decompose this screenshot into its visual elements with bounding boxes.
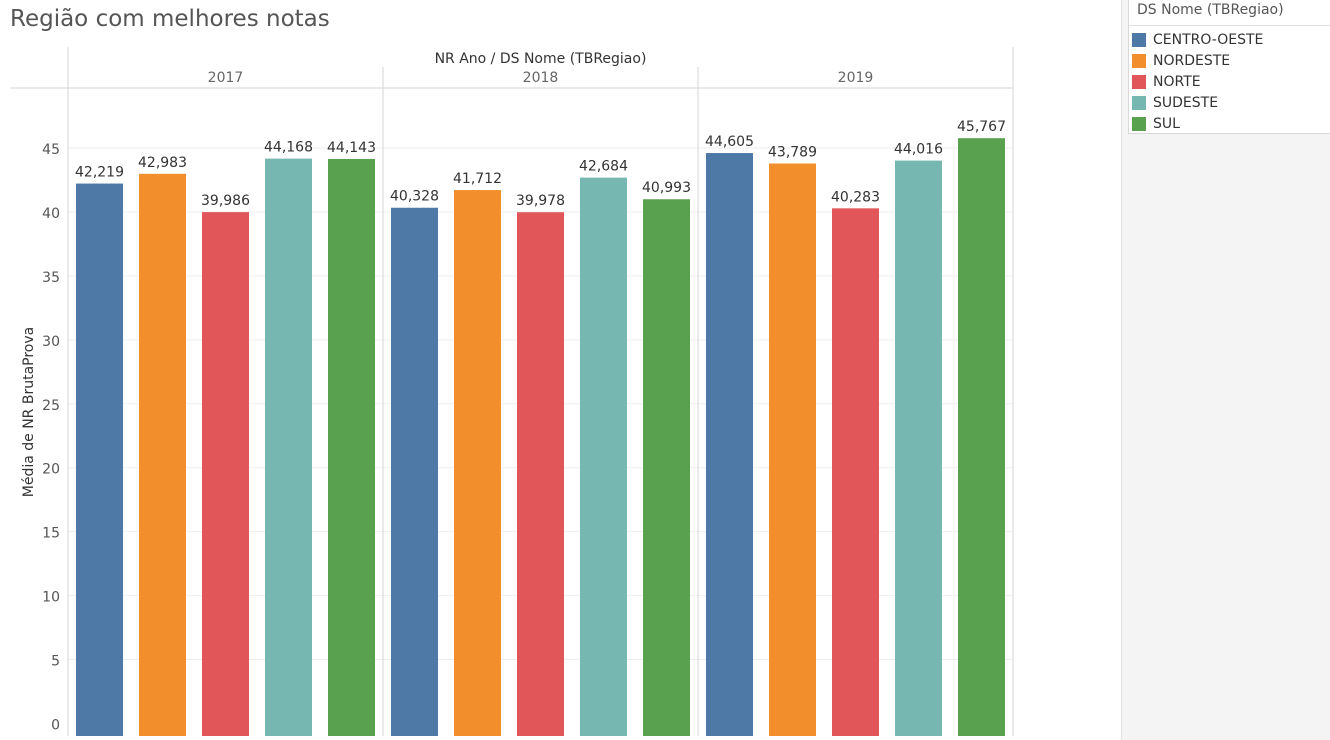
- data-label: 44,168: [264, 140, 313, 156]
- legend-item-sul[interactable]: SUL: [1132, 113, 1263, 134]
- year-label: 2019: [838, 70, 874, 86]
- data-label: 44,143: [327, 140, 376, 156]
- legend-title: DS Nome (TBRegiao): [1137, 2, 1284, 18]
- legend-item-nordeste[interactable]: NORDESTE: [1132, 50, 1263, 71]
- y-tick-label: 0: [51, 718, 60, 734]
- data-label: 40,283: [831, 189, 880, 205]
- data-label: 45,767: [957, 119, 1006, 135]
- legend-item-norte[interactable]: NORTE: [1132, 71, 1263, 92]
- data-label: 42,983: [138, 155, 187, 171]
- bar-chart: NR Ano / DS Nome (TBRegiao) 2017 2018 2019 0…: [10, 47, 1014, 737]
- column-header: NR Ano / DS Nome (TBRegiao): [435, 51, 647, 67]
- bar: [580, 177, 627, 736]
- legend-divider: [1129, 25, 1330, 26]
- year-label: 2017: [208, 70, 244, 86]
- bar: [643, 199, 690, 737]
- data-label: 42,219: [75, 165, 124, 181]
- legend-label: NORTE: [1153, 73, 1201, 90]
- bar: [895, 160, 942, 737]
- y-tick-label: 30: [42, 334, 60, 350]
- legend-item-sudeste[interactable]: SUDESTE: [1132, 92, 1263, 113]
- data-label: 39,986: [201, 193, 250, 209]
- data-label: 44,605: [705, 134, 754, 150]
- legend: DS Nome (TBRegiao) CENTRO-OESTE NORDESTE…: [1128, 0, 1330, 134]
- bar: [76, 183, 123, 736]
- bar: [706, 153, 753, 736]
- legend-swatch: [1132, 116, 1146, 131]
- data-label: 39,978: [516, 193, 565, 209]
- bar: [454, 190, 501, 736]
- y-tick-label: 15: [42, 526, 60, 542]
- legend-label: NORDESTE: [1153, 52, 1231, 69]
- bar: [139, 173, 186, 737]
- y-tick-label: 5: [51, 654, 60, 670]
- bar: [958, 138, 1005, 736]
- legend-items: CENTRO-OESTE NORDESTE NORTE SUDESTE SUL: [1132, 29, 1263, 134]
- data-label: 40,993: [642, 180, 691, 196]
- bar: [769, 163, 816, 736]
- bar: [265, 158, 312, 736]
- legend-label: CENTRO-OESTE: [1153, 31, 1264, 48]
- data-label: 40,328: [390, 189, 439, 205]
- y-tick-label: 25: [42, 398, 60, 414]
- bar: [517, 212, 564, 736]
- y-axis-label: Média de NR BrutaProva: [21, 327, 37, 497]
- legend-panel: DS Nome (TBRegiao) CENTRO-OESTE NORDESTE…: [1121, 0, 1330, 740]
- year-label: 2018: [523, 70, 559, 86]
- legend-swatch: [1132, 32, 1146, 47]
- legend-swatch: [1132, 53, 1146, 68]
- legend-label: SUL: [1153, 115, 1180, 132]
- chart-title: Região com melhores notas: [10, 6, 330, 32]
- bar: [391, 207, 438, 736]
- y-tick-label: 40: [42, 206, 60, 222]
- data-label: 41,712: [453, 171, 502, 187]
- bar: [202, 212, 249, 737]
- bar: [328, 158, 375, 736]
- legend-swatch: [1132, 74, 1146, 89]
- data-label: 42,684: [579, 159, 628, 175]
- y-tick-label: 10: [42, 590, 60, 606]
- legend-label: SUDESTE: [1153, 94, 1219, 111]
- y-tick-label: 45: [42, 142, 60, 158]
- y-tick-label: 20: [42, 462, 60, 478]
- legend-swatch: [1132, 95, 1146, 110]
- data-label: 44,016: [894, 142, 943, 158]
- legend-item-centro-oeste[interactable]: CENTRO-OESTE: [1132, 29, 1263, 50]
- bar: [832, 208, 879, 736]
- y-tick-label: 35: [42, 270, 60, 286]
- data-label: 43,789: [768, 144, 817, 160]
